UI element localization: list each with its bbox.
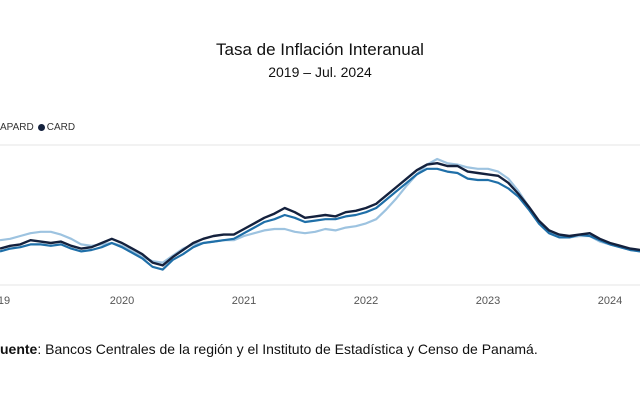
grid (0, 144, 640, 286)
x-tick-label: 2022 (354, 295, 378, 307)
x-tick-label: 2020 (110, 295, 134, 307)
x-tick-label: 2023 (476, 295, 500, 307)
source-text: : Bancos Centrales de la región y el Ins… (37, 341, 538, 357)
legend-label-card: CARD (46, 122, 76, 133)
line-chart: 19 2020 2021 2022 2023 2024 (0, 144, 640, 307)
source-note: uente: Bancos Centrales de la región y e… (0, 341, 538, 357)
legend-dot-card-icon (37, 124, 45, 131)
source-label: uente (0, 341, 38, 357)
x-tick-label: 2024 (598, 295, 622, 307)
series-layer (0, 157, 640, 271)
chart-title: Tasa de Inflación Interanual (216, 40, 424, 59)
x-tick-label: 2021 (232, 295, 256, 307)
series-line-1 (0, 161, 640, 267)
legend-label-apard: APARD (0, 122, 34, 133)
legend: APARD CARD (0, 122, 75, 133)
legend-item-apard[interactable]: APARD (0, 122, 34, 133)
chart-subtitle: 2019 – Jul. 2024 (268, 64, 372, 80)
series-line-2 (0, 167, 640, 271)
x-axis-ticks: 19 2020 2021 2022 2023 2024 (0, 295, 622, 307)
x-tick-label: 19 (0, 295, 10, 307)
legend-item-card[interactable]: CARD (34, 122, 75, 133)
series-line-3 (0, 157, 640, 264)
